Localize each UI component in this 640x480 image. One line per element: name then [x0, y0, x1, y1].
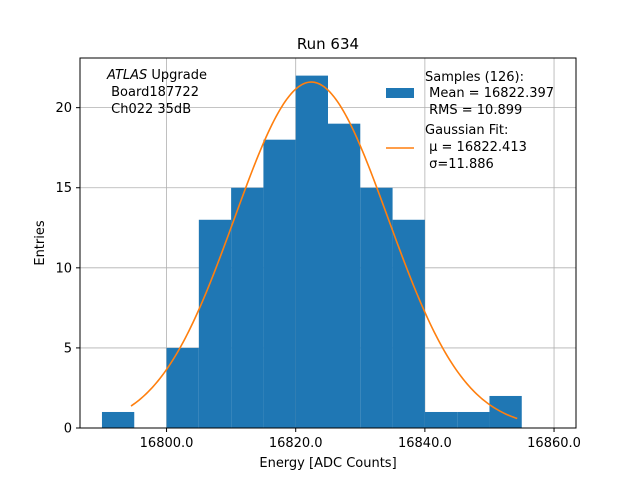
- y-tick-label: 20: [55, 101, 72, 116]
- histogram-bar: [457, 411, 490, 428]
- histogram-bar: [198, 219, 232, 428]
- svg-text:ATLAS Upgrade: ATLAS Upgrade: [106, 68, 207, 83]
- annotation-italic: ATLAS: [106, 68, 147, 83]
- x-tick-label: 16820.0: [269, 436, 323, 451]
- histogram-bar: [424, 411, 458, 428]
- chart-title: Run 634: [297, 35, 359, 53]
- legend-fit-line1: Gaussian Fit:: [425, 123, 508, 138]
- histogram-bar: [166, 347, 199, 428]
- x-tick-label: 16800.0: [140, 436, 194, 451]
- histogram-bar: [295, 75, 328, 428]
- y-tick-label: 10: [55, 261, 72, 276]
- axis-ticks: 16800.0 16820.0 16840.0 16860.0 0 5 10 15 20: [55, 101, 580, 451]
- legend-hist-line1: Samples (126):: [425, 70, 524, 85]
- histogram-bar: [360, 187, 393, 428]
- y-tick-label: 5: [64, 341, 72, 356]
- annotation-channel: Ch022 35dB: [107, 102, 191, 117]
- y-tick-label: 0: [64, 422, 72, 437]
- histogram-bar: [101, 411, 135, 428]
- legend-hist-line2: Mean = 16822.397: [425, 86, 554, 101]
- y-axis-label: Entries: [33, 220, 48, 266]
- legend: Samples (126): Mean = 16822.397 RMS = 10…: [386, 70, 554, 172]
- histogram-bar: [231, 187, 264, 428]
- x-axis-label: Energy [ADC Counts]: [259, 456, 396, 471]
- histogram-bars: [101, 75, 522, 429]
- legend-hist-line3: RMS = 10.899: [425, 103, 522, 118]
- gaussian-fit-curve: [130, 81, 518, 420]
- histogram-bar: [263, 139, 296, 429]
- histogram-bar: [328, 123, 361, 429]
- annotation-rest: Upgrade: [147, 68, 207, 83]
- legend-fit-line2: μ = 16822.413: [425, 140, 527, 155]
- x-tick-label: 16860.0: [527, 436, 581, 451]
- atlas-annotation: ATLAS Upgrade Board187722 Ch022 35dB: [106, 68, 207, 117]
- y-tick-label: 15: [55, 181, 72, 196]
- histogram-bar: [489, 395, 522, 428]
- axes-frame: [79, 57, 577, 429]
- annotation-board: Board187722: [107, 85, 199, 100]
- x-tick-label: 16840.0: [398, 436, 452, 451]
- legend-fit-line3: σ=11.886: [425, 157, 494, 172]
- legend-hist-swatch: [386, 88, 414, 98]
- histogram-bar: [392, 219, 425, 428]
